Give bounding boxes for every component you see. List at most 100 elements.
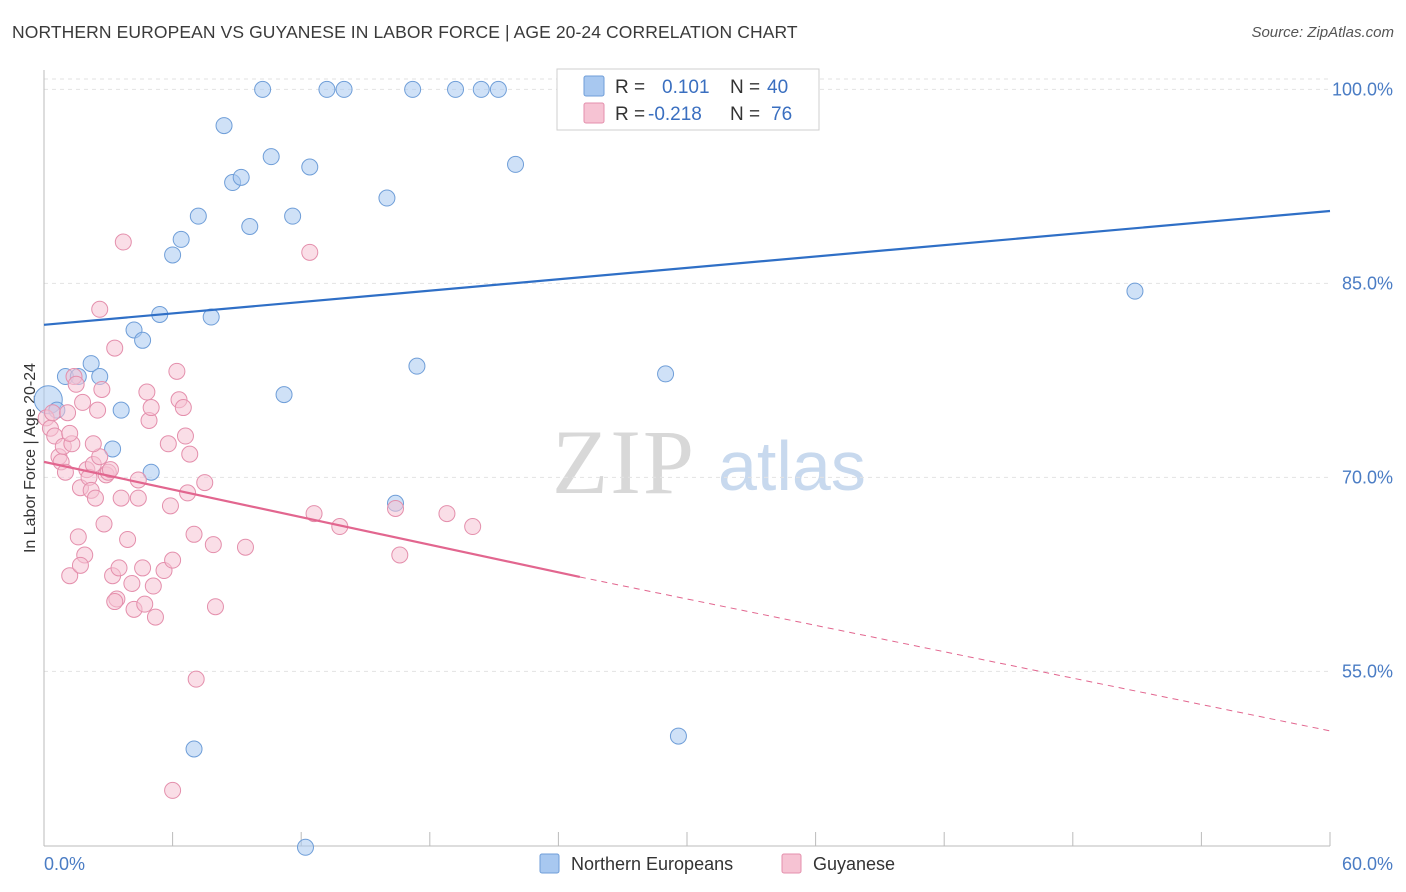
point-northern-europeans-32 bbox=[489, 80, 507, 98]
point-guyanese-61 bbox=[301, 243, 319, 261]
watermark: ZIP atlas bbox=[552, 411, 866, 513]
point-northern-europeans-26 bbox=[378, 189, 396, 207]
point-northern-europeans-31 bbox=[472, 80, 490, 98]
watermark-atlas: atlas bbox=[718, 427, 866, 505]
point-guyanese-71 bbox=[84, 435, 102, 453]
point-northern-europeans-5 bbox=[104, 440, 122, 458]
point-northern-europeans-19 bbox=[254, 80, 272, 98]
bottom-legend-label-northern-europeans: Northern Europeans bbox=[571, 854, 733, 874]
point-northern-europeans-21 bbox=[275, 386, 293, 404]
point-guyanese-8 bbox=[59, 404, 77, 422]
point-guyanese-60 bbox=[236, 538, 254, 556]
legend-r-value-0: 0.101 bbox=[662, 77, 710, 98]
x-ticks bbox=[43, 832, 1331, 846]
point-guyanese-2 bbox=[44, 404, 62, 422]
point-guyanese-30 bbox=[106, 339, 124, 357]
point-northern-europeans-8 bbox=[134, 331, 152, 349]
legend-swatch-guyanese bbox=[583, 102, 605, 124]
point-northern-europeans-38 bbox=[296, 838, 314, 856]
trend-line-northern-europeans bbox=[43, 209, 1331, 326]
trend-line-guyanese-extrapolated bbox=[579, 576, 1331, 732]
point-guyanese-44 bbox=[144, 577, 162, 595]
trend-lines bbox=[43, 209, 1331, 732]
legend-r-value-1: -0.218 bbox=[648, 104, 702, 125]
point-northern-europeans-29 bbox=[408, 357, 426, 375]
bottom-legend-label-guyanese: Guyanese bbox=[813, 854, 895, 874]
point-guyanese-28 bbox=[101, 461, 119, 479]
legend-r-label-0: R = bbox=[615, 77, 645, 98]
point-guyanese-43 bbox=[142, 399, 160, 417]
y-tick-label-0: 55.0% bbox=[1342, 661, 1393, 681]
point-northern-europeans-33 bbox=[507, 155, 525, 173]
y-tick-label-2: 85.0% bbox=[1342, 273, 1393, 293]
point-northern-europeans-3 bbox=[82, 355, 100, 373]
x-tick-label-max: 60.0% bbox=[1342, 854, 1393, 874]
point-guyanese-47 bbox=[159, 435, 177, 453]
point-guyanese-9 bbox=[61, 567, 79, 585]
point-guyanese-24 bbox=[93, 380, 111, 398]
point-guyanese-52 bbox=[174, 399, 192, 417]
point-northern-europeans-6 bbox=[112, 401, 130, 419]
point-guyanese-55 bbox=[185, 525, 203, 543]
watermark-zip: ZIP bbox=[552, 411, 696, 513]
point-guyanese-45 bbox=[146, 608, 164, 626]
chart-title: NORTHERN EUROPEAN VS GUYANESE IN LABOR F… bbox=[12, 22, 798, 42]
point-northern-europeans-13 bbox=[189, 207, 207, 225]
point-guyanese-39 bbox=[134, 559, 152, 577]
y-tick-label-1: 70.0% bbox=[1342, 467, 1393, 487]
legend-n-value-0: 40 bbox=[767, 77, 788, 98]
point-northern-europeans-20 bbox=[262, 148, 280, 166]
legend-n-label-0: N = bbox=[730, 77, 760, 98]
point-northern-europeans-35 bbox=[669, 727, 687, 745]
point-guyanese-68 bbox=[164, 781, 182, 799]
point-northern-europeans-24 bbox=[318, 80, 336, 98]
point-guyanese-64 bbox=[387, 499, 405, 517]
point-guyanese-48 bbox=[161, 497, 179, 515]
legend-n-value-1: 76 bbox=[771, 104, 792, 125]
point-northern-europeans-9 bbox=[142, 463, 160, 481]
point-guyanese-69 bbox=[91, 300, 109, 318]
point-guyanese-12 bbox=[67, 375, 85, 393]
legend-swatch-northern-europeans bbox=[583, 75, 605, 97]
point-guyanese-58 bbox=[204, 536, 222, 554]
point-guyanese-72 bbox=[106, 593, 124, 611]
point-guyanese-35 bbox=[119, 530, 137, 548]
point-guyanese-49 bbox=[164, 551, 182, 569]
y-tick-label-3: 100.0% bbox=[1332, 79, 1393, 99]
point-guyanese-70 bbox=[61, 424, 79, 442]
point-northern-europeans-28 bbox=[404, 80, 422, 98]
point-northern-europeans-25 bbox=[335, 80, 353, 98]
point-northern-europeans-15 bbox=[215, 117, 233, 135]
bottom-legend-swatch-northern-europeans bbox=[539, 853, 560, 874]
point-guyanese-62 bbox=[305, 505, 323, 523]
point-northern-europeans-30 bbox=[447, 80, 465, 98]
point-guyanese-33 bbox=[112, 489, 130, 507]
point-guyanese-22 bbox=[89, 401, 107, 419]
point-guyanese-13 bbox=[69, 528, 87, 546]
point-guyanese-38 bbox=[129, 489, 147, 507]
legend-r-label-1: R = bbox=[615, 104, 645, 125]
point-northern-europeans-37 bbox=[185, 740, 203, 758]
point-northern-europeans-36 bbox=[1126, 282, 1144, 300]
trend-line-guyanese bbox=[43, 460, 581, 579]
point-guyanese-40 bbox=[136, 595, 154, 613]
point-northern-europeans-17 bbox=[232, 168, 250, 186]
legend-n-label-1: N = bbox=[730, 104, 760, 125]
point-guyanese-56 bbox=[187, 670, 205, 688]
point-guyanese-15 bbox=[74, 393, 92, 411]
point-northern-europeans-34 bbox=[657, 365, 675, 383]
point-guyanese-25 bbox=[95, 515, 113, 533]
series-legend: Northern Europeans Guyanese bbox=[539, 853, 895, 874]
source-label: Source: ZipAtlas.com bbox=[1251, 24, 1394, 41]
point-guyanese-36 bbox=[123, 574, 141, 592]
point-guyanese-21 bbox=[86, 489, 104, 507]
point-guyanese-66 bbox=[438, 505, 456, 523]
point-northern-europeans-18 bbox=[241, 217, 259, 235]
point-guyanese-57 bbox=[196, 474, 214, 492]
point-guyanese-75 bbox=[176, 427, 194, 445]
point-guyanese-73 bbox=[71, 556, 89, 574]
point-guyanese-54 bbox=[181, 445, 199, 463]
point-guyanese-32 bbox=[110, 559, 128, 577]
point-guyanese-67 bbox=[464, 518, 482, 536]
point-northern-europeans-22 bbox=[284, 207, 302, 225]
